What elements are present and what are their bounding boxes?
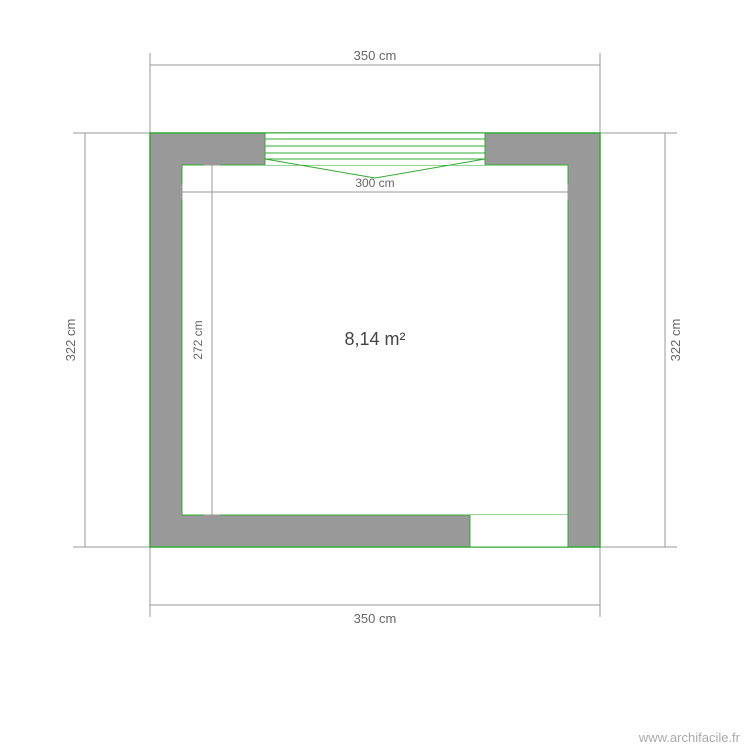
dimension-top-label: 350 cm <box>354 48 397 63</box>
dimension-top: 350 cm <box>150 48 600 77</box>
room-area-label: 8,14 m² <box>344 329 405 349</box>
dimension-right-label: 322 cm <box>668 319 683 362</box>
dimension-right: 322 cm <box>653 133 683 547</box>
watermark-text: www.archifacile.fr <box>638 730 741 745</box>
bottom-opening <box>470 515 568 547</box>
inner-dimension-height-label: 272 cm <box>191 320 205 359</box>
inner-dimension-width-label: 300 cm <box>355 176 394 190</box>
dimension-left: 322 cm <box>63 133 97 547</box>
dimension-bottom-label: 350 cm <box>354 611 397 626</box>
dimension-bottom: 350 cm <box>150 593 600 626</box>
dimension-left-label: 322 cm <box>63 319 78 362</box>
